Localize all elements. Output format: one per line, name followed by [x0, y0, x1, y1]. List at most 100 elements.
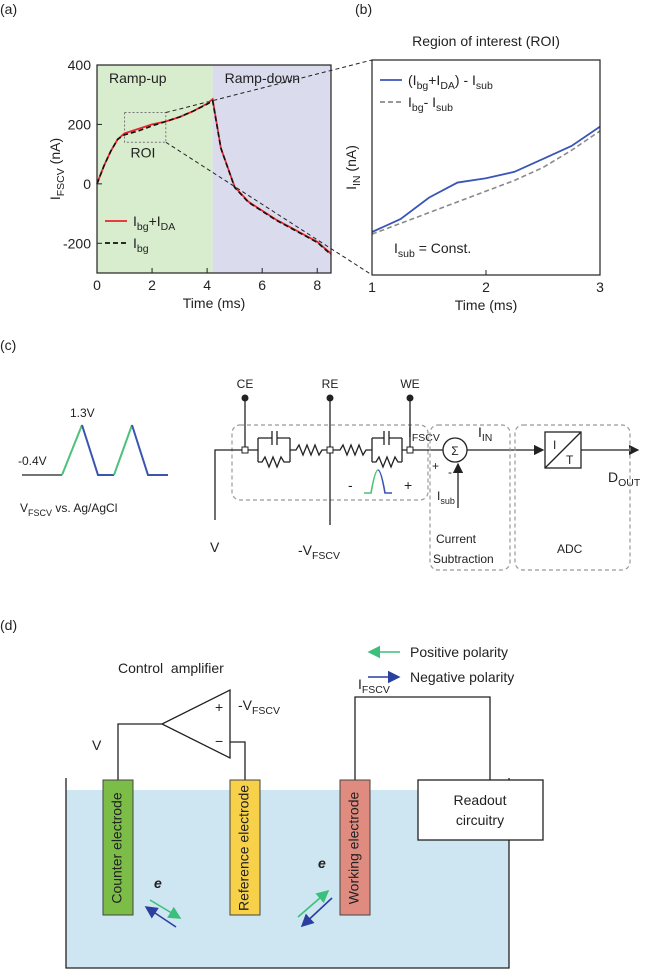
electrode-label: Counter electrode — [109, 792, 125, 904]
pulse — [364, 469, 379, 494]
waveform-high: 1.3V — [70, 406, 95, 420]
subscript: FSCV — [28, 508, 52, 518]
text-part: I — [343, 186, 359, 190]
subscript: bg — [412, 102, 424, 114]
input-label: -VFSCV — [298, 542, 340, 562]
panel-label: (a) — [0, 1, 17, 17]
panel-c: (c) 1.3V -0.4V VFSCV vs. Ag/AgCl CE RE W… — [0, 337, 641, 571]
subscript: bg — [137, 221, 149, 233]
wire — [214, 449, 242, 520]
rc-network — [333, 431, 407, 469]
roi-label: ROI — [131, 144, 156, 160]
text-part: I — [408, 94, 412, 110]
adc-top: I — [553, 438, 556, 452]
legend-label: Positive polarity — [410, 644, 508, 660]
carrier: e — [318, 855, 326, 871]
carrier-arrow — [300, 897, 333, 928]
text-part: (nA) — [47, 138, 63, 168]
text-part: V — [20, 501, 28, 515]
node — [326, 446, 334, 454]
roi-box — [124, 112, 167, 143]
summer-symbol: Σ — [451, 444, 458, 458]
electrode-label: Working electrode — [346, 792, 362, 905]
summer-sign: - — [448, 465, 452, 479]
subscript: IN — [482, 432, 493, 444]
text-part: ) - I — [455, 72, 476, 88]
text-part: +I — [149, 213, 161, 229]
wire — [117, 723, 162, 780]
carrier-arrow — [297, 889, 330, 918]
chart-title: Region of interest (ROI) — [412, 33, 560, 49]
panel-label: (c) — [0, 337, 16, 353]
subscript: bg — [137, 243, 149, 255]
waveform-down — [81, 424, 114, 476]
beaker — [65, 778, 510, 969]
counter-electrode — [102, 779, 134, 916]
text-part: I — [133, 213, 137, 229]
legend-label: Ibg — [133, 235, 149, 255]
terminal-label: RE — [322, 377, 339, 391]
terminal-label: WE — [400, 377, 419, 391]
text-part: = Const. — [415, 240, 471, 256]
subscript: bg — [417, 80, 429, 92]
waveform-low: -0.4V — [18, 454, 47, 468]
region — [97, 65, 213, 273]
waveform-down — [131, 424, 168, 476]
adc-diagonal — [544, 431, 582, 469]
subscript: FSCV — [412, 432, 440, 444]
current-label: IFSCV — [408, 424, 440, 444]
subtraction-label: Current — [436, 532, 477, 546]
plot-frame — [371, 59, 601, 276]
y-tick-label: 200 — [68, 116, 92, 132]
current-label: IFSCV — [358, 676, 390, 696]
subscript: sub — [398, 248, 415, 260]
polarity: - — [348, 477, 353, 493]
subscript: IN — [351, 175, 363, 186]
legend-label: Ibg+IDA — [133, 213, 175, 233]
plot-frame — [96, 64, 332, 274]
text-part: -V — [238, 697, 253, 713]
text-part: D — [608, 469, 618, 485]
subscript: sub — [436, 102, 453, 114]
pin-wire — [244, 398, 411, 447]
waveform-up — [61, 424, 83, 476]
pulse — [377, 469, 392, 494]
subscript: FSCV — [55, 168, 67, 196]
amplifier-label: Control amplifier — [118, 660, 224, 676]
subscript: DA — [161, 221, 176, 233]
charts: Ramp-up Ramp-down ROI 0 2 4 6 8 -200 0 200 400 Time … — [0, 1, 604, 313]
opamp-minus: − — [215, 733, 223, 749]
region-label: Ramp-down — [225, 70, 300, 86]
wire — [354, 696, 491, 780]
subtraction-box — [429, 424, 511, 571]
current-label: IIN — [478, 424, 492, 444]
carrier: e — [154, 875, 162, 891]
input-label: -VFSCV — [238, 697, 280, 717]
panel-d: (d) Positive polarity Negative polarity … — [0, 617, 544, 969]
subtraction-label: Subtraction — [433, 552, 494, 566]
subscript: FSCV — [252, 705, 280, 717]
y-axis-label: IFSCV (nA) — [47, 138, 67, 200]
panel-label: (d) — [0, 617, 17, 633]
adc-box — [514, 424, 631, 571]
series-line — [371, 130, 601, 235]
node — [241, 446, 249, 454]
subscript: sub — [440, 496, 455, 506]
opamp — [160, 688, 231, 760]
adc-bottom: T — [566, 453, 574, 467]
subscript: DA — [440, 80, 455, 92]
text-part: I — [478, 424, 482, 440]
region-label: Ramp-up — [109, 70, 167, 86]
subscript: FSCV — [362, 684, 390, 696]
text-part: - I — [424, 94, 436, 110]
y-tick-label: -200 — [63, 235, 91, 251]
carrier-arrow — [149, 899, 182, 919]
text-part: vs. Ag/AgCl — [52, 501, 117, 515]
panel-label: (b) — [355, 1, 372, 17]
x-axis-label: Time (ms) — [183, 295, 245, 311]
x-tick-label: 1 — [368, 279, 376, 295]
input-label: V — [210, 539, 220, 555]
x-tick-label: 0 — [93, 277, 101, 293]
x-tick-label: 2 — [482, 279, 490, 295]
text-part: I — [133, 235, 137, 251]
